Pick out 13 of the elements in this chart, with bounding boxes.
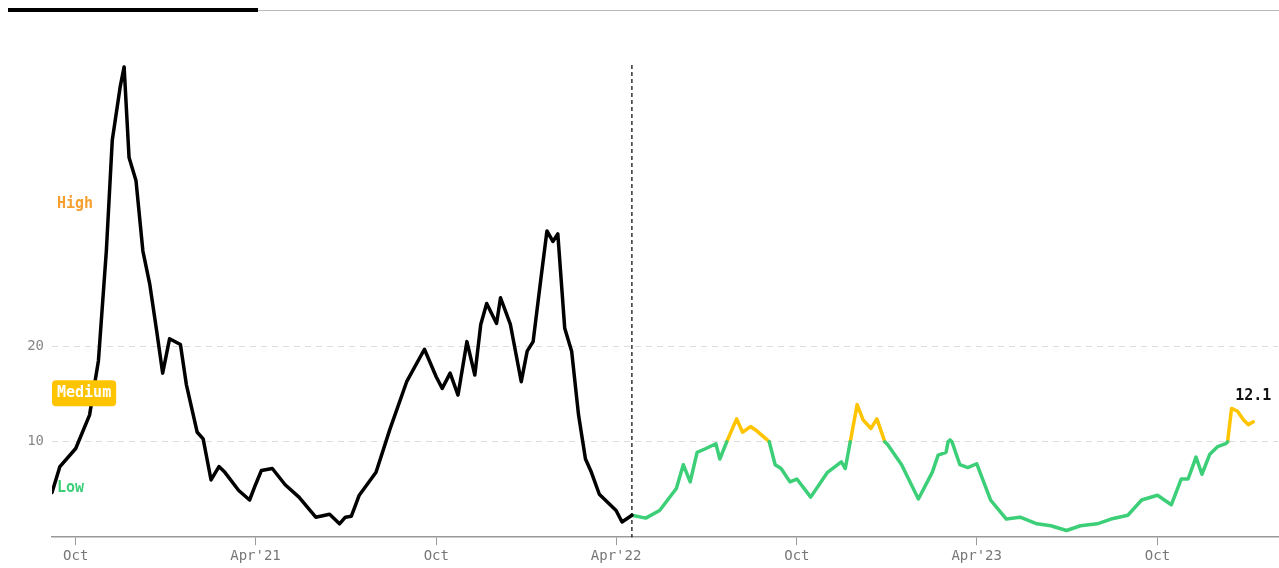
annotation: Medium <box>57 383 112 402</box>
data-label: 12.1 <box>1235 386 1272 405</box>
x-tick-label: Oct <box>63 547 89 564</box>
x-tick-label: Oct <box>423 547 449 564</box>
y-tick-label: 20 <box>27 337 44 354</box>
x-tick-label: Apr'23 <box>951 547 1002 564</box>
x-tick-label: Apr'22 <box>590 547 642 564</box>
annotation: Low <box>57 477 86 496</box>
x-tick-label: Apr'21 <box>230 547 281 564</box>
x-tick-label: Oct <box>1144 547 1171 564</box>
annotation: High <box>57 194 94 213</box>
y-tick-label: 10 <box>27 432 44 449</box>
x-tick-label: Oct <box>784 547 810 564</box>
